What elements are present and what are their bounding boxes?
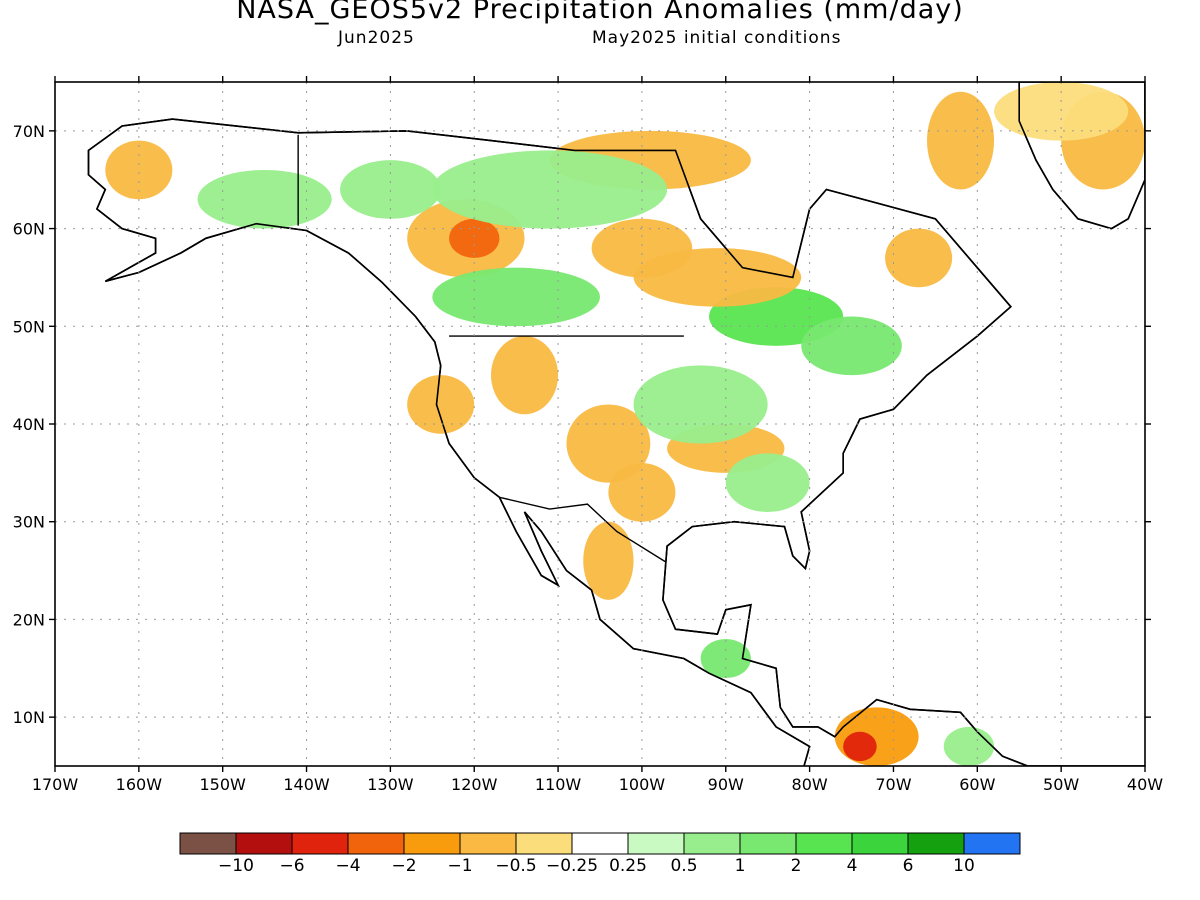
colorbar-swatch <box>795 832 853 855</box>
colorbar-swatch <box>403 832 461 855</box>
anomaly-layer <box>87 82 1145 766</box>
colorbar-swatch <box>459 832 517 855</box>
anomaly-patch <box>407 375 475 434</box>
colorbar-swatch <box>739 832 797 855</box>
anomaly-patch <box>633 365 768 444</box>
north-america-coast <box>87 118 1145 766</box>
colorbar-label: 0.5 <box>670 856 698 876</box>
lon-tick-label: 100W <box>619 775 666 794</box>
anomaly-patch <box>591 218 693 278</box>
colorbar-swatch <box>235 832 293 855</box>
anomaly-patch <box>105 140 173 200</box>
greenland-coast <box>1018 82 1145 230</box>
anomaly-patch <box>608 463 676 522</box>
colorbar-label: −6 <box>279 856 305 876</box>
colorbar-swatch <box>291 832 349 855</box>
lat-tick-label: 30N <box>13 513 45 532</box>
lon-tick-label: 150W <box>200 775 247 794</box>
lon-tick-label: 60W <box>959 775 995 794</box>
colorbar-label: −10 <box>218 856 254 876</box>
colorbar-swatch <box>179 832 237 855</box>
colorbar-label: 4 <box>846 856 858 876</box>
lon-tick-label: 140W <box>283 775 330 794</box>
colorbar-label: −0.25 <box>545 856 599 876</box>
lon-tick-label: 80W <box>792 775 828 794</box>
colorbar-swatch <box>683 832 741 855</box>
colorbar-label: 10 <box>953 856 975 876</box>
colorbar-label: 2 <box>790 856 802 876</box>
lon-tick-label: 130W <box>367 775 414 794</box>
colorbar-swatch <box>907 832 965 855</box>
lon-tick-label: 70W <box>875 775 911 794</box>
anomaly-patch <box>927 91 995 190</box>
anomaly-patch <box>885 228 953 288</box>
anomaly-patch <box>432 267 600 327</box>
lon-tick-label: 90W <box>708 775 744 794</box>
anomaly-patch <box>340 160 441 219</box>
lon-tick-label: 160W <box>116 775 163 794</box>
colorbar-swatch <box>571 832 629 855</box>
lon-tick-label: 170W <box>32 775 79 794</box>
anomaly-patch <box>583 521 634 600</box>
lat-tick-label: 60N <box>13 220 45 239</box>
anomaly-patch <box>801 316 902 376</box>
lon-tick-label: 110W <box>535 775 582 794</box>
lat-tick-label: 70N <box>13 122 45 141</box>
initial-conditions: May2025 initial conditions <box>592 28 842 48</box>
lon-tick-label: 120W <box>451 775 498 794</box>
anomaly-patch <box>725 453 810 512</box>
anomaly-patch <box>843 731 877 762</box>
anomaly-patch <box>197 169 332 229</box>
us-mexico-border <box>499 496 666 563</box>
colorbar-swatch <box>515 832 573 855</box>
colorbar-label: −2 <box>391 856 417 876</box>
forecast-month: Jun2025 <box>338 28 415 48</box>
colorbar-label: −1 <box>447 856 473 876</box>
colorbar-label: 6 <box>902 856 914 876</box>
anomaly-patch <box>432 150 668 229</box>
lat-tick-label: 20N <box>13 610 45 629</box>
colorbar-label: 0.25 <box>609 856 647 876</box>
colorbar-label: −4 <box>335 856 361 876</box>
lat-tick-label: 40N <box>13 415 45 434</box>
lon-tick-label: 50W <box>1043 775 1079 794</box>
lat-tick-label: 50N <box>13 317 45 336</box>
colorbar-swatch <box>963 832 1021 855</box>
colorbar-swatch <box>347 832 405 855</box>
colorbar-label: −0.5 <box>495 856 537 876</box>
anomaly-patch <box>994 82 1129 141</box>
colorbar-swatch <box>851 832 909 855</box>
colorbar-label: 1 <box>734 856 746 876</box>
anomaly-patch <box>449 218 500 258</box>
anomaly-patch <box>943 726 995 766</box>
grid-lines <box>55 82 1145 766</box>
lat-tick-label: 10N <box>13 708 45 727</box>
lon-tick-label: 40W <box>1127 775 1163 794</box>
anomaly-patch <box>491 336 559 415</box>
map-title: NASA_GEOS5v2 Precipitation Anomalies (mm… <box>236 0 964 25</box>
colorbar <box>179 832 1021 855</box>
colorbar-swatch <box>627 832 685 855</box>
anomaly-patch <box>834 707 919 766</box>
